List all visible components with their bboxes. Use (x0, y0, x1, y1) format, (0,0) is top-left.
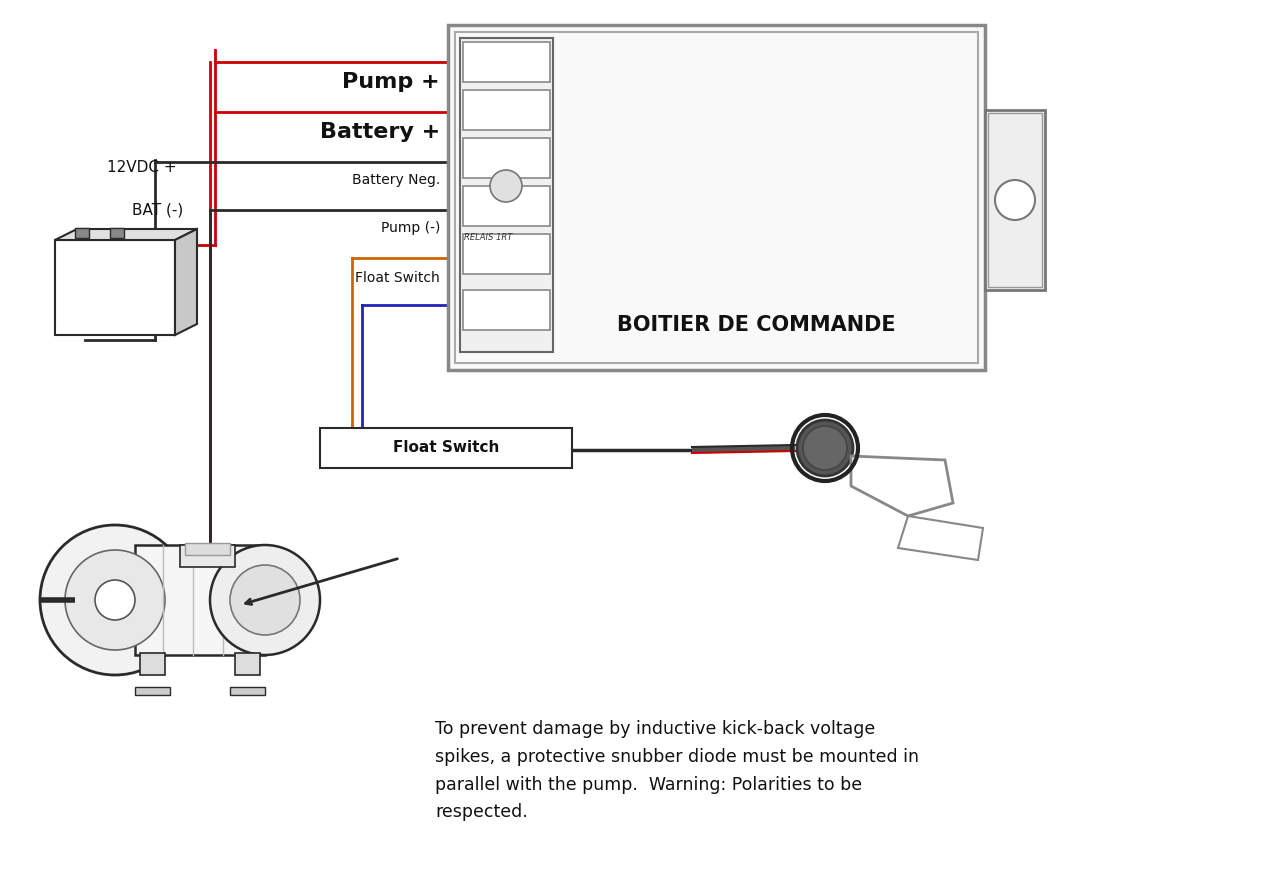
Bar (454, 32, 978, 363)
Text: RELAIS 1RT: RELAIS 1RT (465, 232, 512, 242)
Bar (180, 545, 236, 567)
Bar (186, 543, 230, 555)
Bar (76, 228, 90, 238)
Text: Battery +: Battery + (320, 122, 440, 142)
Circle shape (95, 580, 134, 620)
Bar (988, 113, 1042, 287)
Bar (463, 90, 550, 130)
Circle shape (803, 426, 847, 470)
Text: Pump (-): Pump (-) (380, 221, 440, 235)
Text: To prevent damage by inductive kick-back voltage
spikes, a protective snubber di: To prevent damage by inductive kick-back… (435, 720, 919, 822)
Polygon shape (851, 456, 954, 516)
Bar (448, 25, 986, 370)
Bar (463, 290, 550, 330)
Circle shape (65, 550, 165, 650)
Circle shape (210, 545, 320, 655)
Text: Float Switch: Float Switch (356, 271, 440, 285)
Bar (134, 687, 170, 695)
Text: 12VDC +: 12VDC + (108, 160, 177, 175)
Circle shape (797, 420, 852, 476)
Bar (460, 38, 553, 352)
Text: Float Switch: Float Switch (393, 441, 499, 456)
Bar (463, 42, 550, 82)
Polygon shape (55, 229, 197, 240)
Circle shape (230, 565, 300, 635)
Bar (236, 653, 260, 675)
Bar (320, 428, 572, 468)
Bar (140, 653, 165, 675)
Polygon shape (899, 516, 983, 560)
Bar (463, 234, 550, 274)
Bar (230, 687, 265, 695)
Bar (110, 228, 124, 238)
Bar (134, 545, 265, 655)
Bar (55, 240, 175, 335)
Polygon shape (175, 229, 197, 335)
Circle shape (40, 525, 189, 675)
Text: BAT (-): BAT (-) (132, 202, 183, 217)
Circle shape (490, 170, 522, 202)
Bar (463, 186, 550, 226)
Text: BOITIER DE COMMANDE: BOITIER DE COMMANDE (617, 315, 895, 335)
Bar (463, 138, 550, 178)
Bar (986, 110, 1044, 290)
Circle shape (995, 180, 1036, 220)
Text: Battery Neg.: Battery Neg. (352, 173, 440, 187)
Text: Pump +: Pump + (342, 72, 440, 92)
